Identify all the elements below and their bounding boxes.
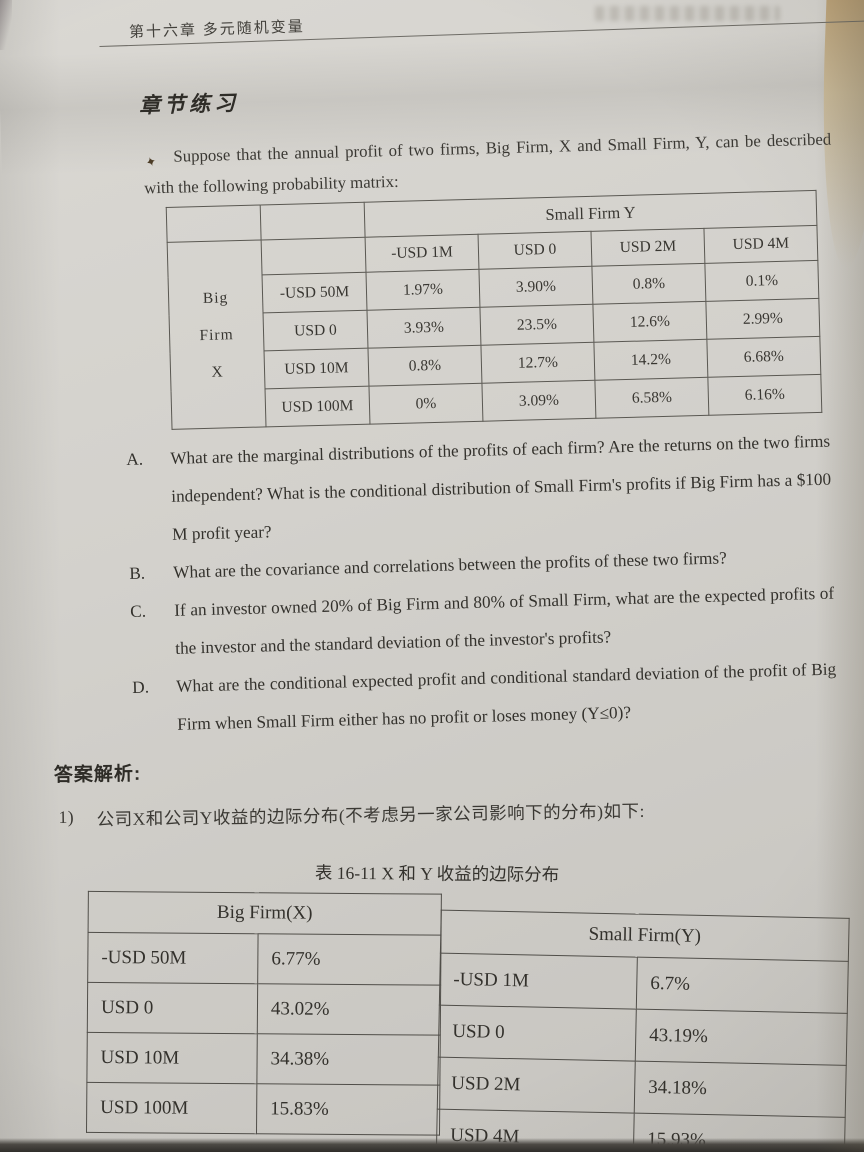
matrix-row-label: USD 0 bbox=[263, 310, 368, 351]
matrix-col-header: USD 2M bbox=[590, 228, 705, 267]
table-caption: 表 16-11 X 和 Y 收益的边际分布 bbox=[314, 862, 560, 885]
matrix-cell: 0% bbox=[368, 383, 483, 425]
marginal-label: USD 2M bbox=[436, 1057, 635, 1114]
matrix-cell: 6.68% bbox=[706, 336, 821, 378]
table-row: -USD 50M 6.77% bbox=[87, 932, 442, 986]
row-group-line: Big bbox=[202, 288, 229, 307]
photo-corner-artifact bbox=[0, 0, 12, 50]
matrix-col-header: -USD 1M bbox=[365, 234, 479, 273]
answer-item-label: 1) bbox=[58, 806, 75, 828]
table-row: USD 0 43.02% bbox=[87, 982, 441, 1036]
marginal-value: 43.19% bbox=[634, 1009, 847, 1066]
matrix-cell: 6.16% bbox=[707, 374, 822, 416]
answer-section: 答案解析: 1) 公司X和公司Y收益的边际分布(不考虑另一家公司影响下的分布)如… bbox=[0, 747, 864, 833]
marginal-table-y: Small Firm(Y) -USD 1M 6.7% USD 0 43.19% … bbox=[435, 910, 849, 1152]
marginal-table-x: Big Firm(X) -USD 50M 6.77% USD 0 43.02% … bbox=[86, 891, 442, 1136]
matrix-cell: 2.99% bbox=[705, 298, 820, 340]
marginal-label: USD 10M bbox=[86, 1032, 258, 1084]
matrix-row-label: USD 100M bbox=[265, 386, 370, 427]
matrix-row-label: -USD 50M bbox=[262, 272, 367, 313]
matrix-cell: 3.93% bbox=[366, 307, 481, 349]
question-label: B. bbox=[129, 563, 146, 584]
matrix-cell: 0.1% bbox=[704, 260, 819, 302]
marginal-x-header: Big Firm(X) bbox=[88, 891, 442, 936]
question-text: What are the marginal distributions of t… bbox=[170, 431, 832, 544]
table-row: USD 10M 34.38% bbox=[86, 1032, 441, 1086]
matrix-cell: 3.09% bbox=[481, 380, 596, 422]
question-label: D. bbox=[132, 677, 150, 697]
matrix-cell: 0.8% bbox=[591, 263, 706, 305]
matrix-cell: 14.2% bbox=[593, 339, 708, 381]
marginal-value: 6.7% bbox=[635, 957, 848, 1014]
matrix-cell: 3.90% bbox=[478, 266, 593, 308]
marginal-label: USD 100M bbox=[86, 1082, 257, 1134]
question-list: A. What are the marginal distributions o… bbox=[124, 423, 838, 745]
marginal-tables: Big Firm(X) -USD 50M 6.77% USD 0 43.02% … bbox=[86, 891, 864, 1152]
probability-matrix-table: Small Firm Y Big Firm X -USD 1M USD 0 US… bbox=[166, 190, 823, 430]
matrix-row-label: USD 10M bbox=[264, 348, 369, 389]
matrix-cell: 12.6% bbox=[592, 301, 707, 343]
marginal-value: 6.77% bbox=[257, 933, 442, 986]
matrix-corner-cell bbox=[166, 204, 262, 243]
problem-text: Suppose that the annual profit of two fi… bbox=[143, 129, 832, 198]
marginal-value: 15.83% bbox=[256, 1083, 440, 1136]
photo-bottom-edge bbox=[0, 1138, 864, 1152]
matrix-row-group-header: Big Firm X bbox=[167, 239, 267, 430]
matrix-cell: 6.58% bbox=[594, 377, 709, 419]
row-group-line: X bbox=[211, 362, 224, 381]
answer-heading: 答案解析: bbox=[53, 763, 142, 787]
marginal-label: -USD 1M bbox=[438, 953, 637, 1010]
marginal-value: 34.18% bbox=[633, 1061, 846, 1118]
matrix-cell: 1.97% bbox=[365, 269, 480, 311]
question-a: A. What are the marginal distributions o… bbox=[124, 423, 833, 555]
marginal-value: 43.02% bbox=[257, 983, 441, 1036]
question-text: If an investor owned 20% of Big Firm and… bbox=[174, 583, 835, 658]
matrix-cell: 23.5% bbox=[479, 304, 594, 346]
bullet-icon: ✦ bbox=[143, 152, 159, 171]
matrix-col-header: USD 4M bbox=[703, 225, 818, 264]
marginal-value: 34.38% bbox=[256, 1033, 441, 1086]
table-row: USD 2M 34.18% bbox=[436, 1057, 846, 1118]
matrix-corner-cell bbox=[261, 237, 366, 275]
marginal-label: -USD 50M bbox=[87, 932, 259, 984]
table-row: USD 0 43.19% bbox=[437, 1005, 847, 1066]
table-row: -USD 1M 6.7% bbox=[438, 953, 848, 1014]
matrix-cell: 0.8% bbox=[367, 345, 482, 387]
marginal-distribution-block: 表 16-11 X 和 Y 收益的边际分布 Big Firm(X) -USD 5… bbox=[0, 857, 864, 1152]
bleed-through-text bbox=[595, 6, 780, 21]
matrix-col-header: USD 0 bbox=[478, 231, 592, 270]
marginal-label: USD 0 bbox=[87, 982, 258, 1034]
table-row: USD 100M 15.83% bbox=[86, 1082, 440, 1136]
question-label: A. bbox=[126, 449, 144, 470]
row-group-line: Firm bbox=[199, 325, 234, 344]
question-text: What are the covariance and correlations… bbox=[173, 548, 727, 582]
answer-item-1: 1) 公司X和公司Y收益的边际分布(不考虑另一家公司影响下的分布)如下: bbox=[58, 795, 806, 831]
question-text: What are the conditional expected profit… bbox=[176, 659, 837, 734]
matrix-corner-cell bbox=[260, 202, 366, 240]
question-label: C. bbox=[130, 601, 147, 622]
exercise-section: 章节练习 ✦ Suppose that the annual profit of… bbox=[0, 67, 864, 748]
matrix-cell: 12.7% bbox=[480, 342, 595, 384]
answer-item-text: 公司X和公司Y收益的边际分布(不考虑另一家公司影响下的分布)如下: bbox=[96, 800, 646, 830]
marginal-label: USD 0 bbox=[437, 1005, 636, 1062]
